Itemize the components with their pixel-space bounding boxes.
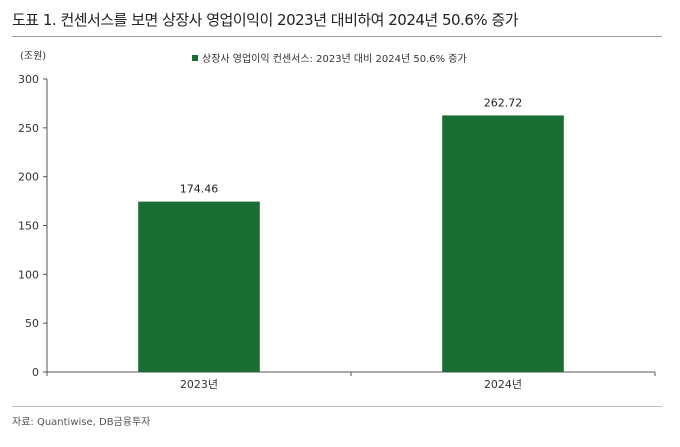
x-axis: 2023년 2024년 [46,371,656,391]
y-tick-label: 250 [18,122,39,135]
y-tick-label: 300 [18,73,39,86]
y-tick-label: 100 [18,268,39,281]
y-tick-label: 0 [32,366,39,379]
y-tick-label: 200 [18,171,39,184]
bar-2024년 [442,115,564,373]
legend: 상장사 영업이익 컨센서스: 2023년 대비 2024년 50.6% 증가 [192,52,467,65]
source-divider [12,406,662,407]
y-tick-label: 50 [25,317,39,330]
data-label: 262.72 [484,96,523,109]
y-tick-label: 150 [18,220,39,233]
legend-label: 상장사 영업이익 컨센서스: 2023년 대비 2024년 50.6% 증가 [202,52,467,65]
bar-chart: (조원) 상장사 영업이익 컨센서스: 2023년 대비 2024년 50.6%… [18,50,656,391]
figure-title: 도표 1. 컨센서스를 보면 상장사 영업이익이 2023년 대비하여 2024… [12,11,519,29]
y-axis: 0 50 100 150 200 250 300 [18,73,48,379]
title-divider [12,36,662,37]
y-unit-label: (조원) [20,50,46,62]
legend-swatch [192,55,198,61]
x-tick-label: 2024년 [484,378,522,391]
data-label: 174.46 [180,183,219,196]
x-tick-label: 2023년 [180,378,218,391]
bars: 174.46 262.72 [138,96,564,373]
bar-2023년 [138,201,260,372]
source-note: 자료: Quantiwise, DB금융투자 [12,417,151,428]
